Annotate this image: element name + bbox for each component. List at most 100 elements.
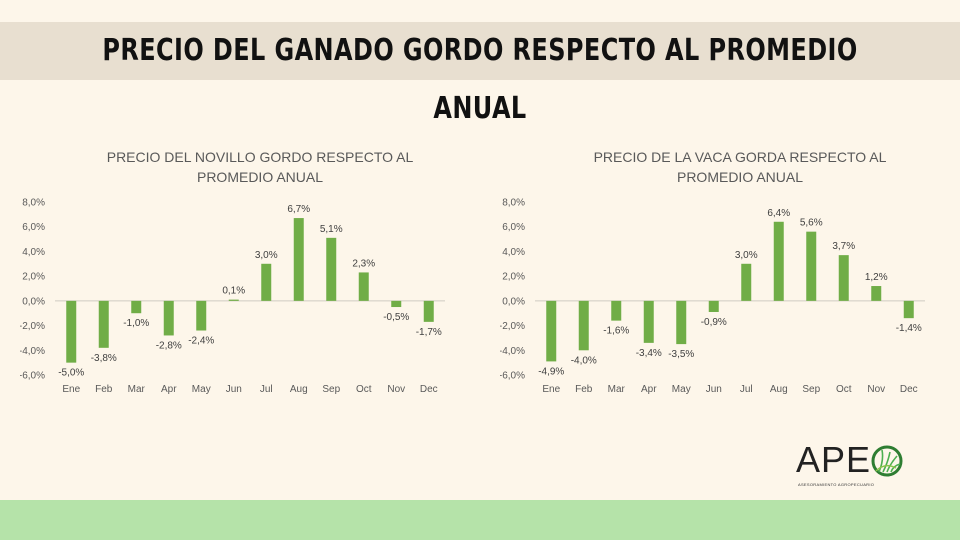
data-label: -0,9% — [701, 317, 727, 328]
x-tick-label: Ene — [542, 384, 560, 395]
data-label: 3,7% — [832, 241, 855, 252]
x-tick-label: Jun — [706, 384, 722, 395]
x-tick-label: Aug — [770, 384, 788, 395]
x-tick-label: Sep — [322, 384, 340, 395]
bar — [391, 300, 402, 308]
y-tick-label: -2,0% — [500, 321, 525, 332]
y-tick-label: -6,0% — [20, 371, 45, 382]
x-tick-label: Jul — [740, 384, 753, 395]
data-label: 6,7% — [287, 204, 310, 215]
x-tick-label: Mar — [128, 384, 146, 395]
title-band: PRECIO DEL GANADO GORDO RESPECTO AL PROM… — [0, 22, 960, 126]
data-label: -5,0% — [58, 368, 84, 379]
x-tick-label: Jul — [260, 384, 273, 395]
bar — [838, 255, 849, 301]
data-label: -1,6% — [603, 326, 629, 337]
y-tick-label: 2,0% — [502, 272, 525, 283]
y-tick-label: 6,0% — [22, 222, 45, 233]
x-tick-label: Apr — [161, 384, 177, 395]
bar — [66, 300, 77, 363]
y-tick-label: 0,0% — [502, 296, 525, 307]
y-tick-label: 8,0% — [502, 198, 525, 209]
bar — [741, 263, 752, 301]
y-tick-label: 0,0% — [22, 296, 45, 307]
chart-title-line: PRECIO DEL NOVILLO GORDO RESPECTO AL — [107, 149, 414, 165]
data-label: -2,4% — [188, 336, 214, 347]
bar — [423, 300, 434, 322]
bar — [773, 221, 784, 301]
grass-circle-icon — [871, 445, 903, 477]
x-tick-label: Apr — [641, 384, 657, 395]
y-tick-label: -4,0% — [20, 346, 45, 357]
data-label: -2,8% — [156, 340, 182, 351]
x-tick-label: Ene — [62, 384, 80, 395]
bar — [228, 299, 239, 301]
data-label: -3,4% — [636, 348, 662, 359]
data-label: -0,5% — [383, 312, 409, 323]
chart-title-line: PROMEDIO ANUAL — [677, 169, 803, 185]
x-tick-label: May — [192, 384, 211, 395]
data-label: 3,0% — [735, 250, 758, 261]
y-tick-label: 6,0% — [502, 222, 525, 233]
data-label: 2,3% — [352, 258, 375, 269]
x-tick-label: Sep — [802, 384, 820, 395]
data-label: 6,4% — [767, 208, 790, 219]
x-tick-label: Jun — [226, 384, 242, 395]
data-label: -3,8% — [91, 353, 117, 364]
bar — [578, 300, 589, 351]
bar — [358, 272, 369, 301]
x-tick-label: Nov — [387, 384, 405, 395]
chart-novillo: PRECIO DEL NOVILLO GORDO RESPECTO AL PROM… — [20, 149, 445, 395]
x-tick-label: Mar — [608, 384, 626, 395]
data-label: -1,0% — [123, 318, 149, 329]
x-tick-label: May — [672, 384, 691, 395]
data-label: -4,0% — [571, 355, 597, 366]
x-tick-label: Nov — [867, 384, 885, 395]
bar — [98, 300, 109, 348]
y-tick-label: 4,0% — [502, 247, 525, 258]
data-label: -1,7% — [416, 327, 442, 338]
data-label: -1,4% — [896, 323, 922, 334]
bar — [611, 300, 622, 321]
logo-text: APE — [796, 439, 872, 480]
y-tick-label: 2,0% — [22, 272, 45, 283]
bar — [261, 263, 272, 301]
bar — [293, 218, 304, 301]
y-tick-label: -2,0% — [20, 321, 45, 332]
x-tick-label: Dec — [420, 384, 438, 395]
bar — [196, 300, 207, 331]
ape-logo: APE ASESORAMIENTO AGROPECUARIO — [796, 440, 916, 490]
bar — [163, 300, 174, 336]
chart-title-line: PROMEDIO ANUAL — [197, 169, 323, 185]
x-tick-label: Oct — [356, 384, 372, 395]
data-label: 0,1% — [222, 286, 245, 297]
bar — [546, 300, 557, 362]
bar — [903, 300, 914, 319]
data-label: -4,9% — [538, 366, 564, 377]
bar — [806, 231, 817, 301]
logo-subtitle: ASESORAMIENTO AGROPECUARIO — [798, 482, 875, 487]
x-tick-label: Oct — [836, 384, 852, 395]
x-tick-label: Dec — [900, 384, 918, 395]
data-label: -3,5% — [668, 349, 694, 360]
x-tick-label: Feb — [575, 384, 593, 395]
bar — [708, 300, 719, 312]
data-label: 1,2% — [865, 272, 888, 283]
data-label: 5,1% — [320, 224, 343, 235]
footer-band — [0, 500, 960, 540]
chart-title-line: PRECIO DE LA VACA GORDA RESPECTO AL — [594, 149, 887, 165]
bar — [131, 300, 142, 314]
y-tick-label: 8,0% — [22, 198, 45, 209]
bar — [643, 300, 654, 343]
data-label: 5,6% — [800, 218, 823, 229]
x-tick-label: Aug — [290, 384, 308, 395]
bar — [871, 286, 882, 301]
y-tick-label: -6,0% — [500, 371, 525, 382]
y-tick-label: -4,0% — [500, 346, 525, 357]
chart-vaca: PRECIO DE LA VACA GORDA RESPECTO AL PROME… — [500, 149, 925, 395]
x-tick-label: Feb — [95, 384, 113, 395]
page-title: PRECIO DEL GANADO GORDO RESPECTO AL PROM… — [102, 33, 858, 126]
bar — [676, 300, 687, 345]
data-label: 3,0% — [255, 250, 278, 261]
y-tick-label: 4,0% — [22, 247, 45, 258]
